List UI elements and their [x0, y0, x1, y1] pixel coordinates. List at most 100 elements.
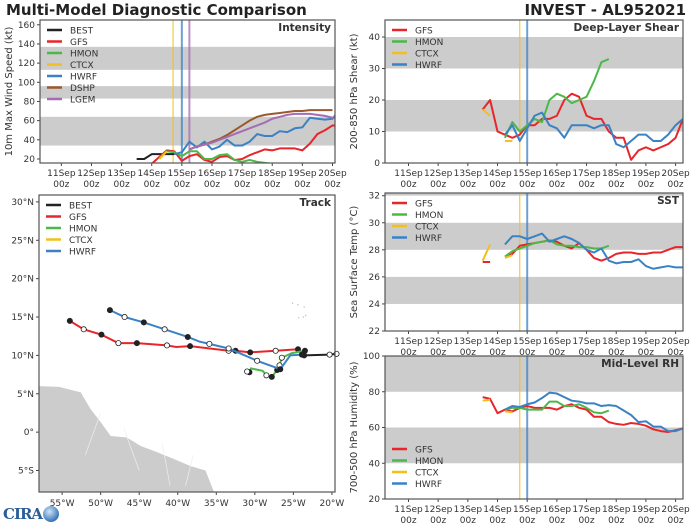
x-tick-label-date: 13Sep: [454, 505, 483, 515]
x-tick-label-hour: 00z: [53, 180, 69, 190]
track-position-marker: [106, 307, 113, 314]
series-line-hwrf: [504, 391, 683, 433]
x-tick-label-date: 20Sep: [661, 169, 690, 179]
legend-item-hwrf: HWRF: [392, 234, 442, 244]
legend-label: GFS: [415, 446, 433, 456]
plot-frame: [384, 192, 684, 332]
x-tick-label-hour: 00z: [608, 180, 624, 190]
panel-label: Deep-Layer Shear: [573, 22, 679, 34]
x-tick-label-hour: 00z: [549, 180, 565, 190]
x-tick-label-date: 18Sep: [602, 169, 631, 179]
legend-item-best: BEST: [47, 27, 94, 37]
plot-frame: [39, 19, 336, 164]
x-tick-label-hour: 00z: [667, 516, 683, 525]
track-panel: 55°W 50°W 45°W 40°W 35°W 30°W 25°W 20°W 5°S 0° 5°N…: [11, 194, 344, 509]
x-tick-label-date: 12Sep: [424, 169, 453, 179]
shaded-band: [40, 46, 335, 70]
series-line-gfs: [481, 92, 683, 161]
series-line-hwrf: [174, 113, 335, 156]
x-tick-label-date: 17Sep: [572, 505, 601, 515]
x-tick-label-hour: 00z: [667, 180, 683, 190]
legend-label: CTCX: [69, 236, 93, 246]
track-position-marker: [140, 319, 147, 326]
track-position-marker: [326, 351, 333, 358]
legend-item-gfs: GFS: [392, 446, 433, 456]
cape-verde-island: [291, 302, 294, 304]
legend-item-ctcx: CTCX: [47, 61, 94, 71]
x-tick-label-hour: 00z: [460, 516, 476, 525]
x-tick-label-hour: 00z: [578, 180, 594, 190]
x-tick-label: 55°W: [50, 499, 75, 509]
legend-item-hwrf: HWRF: [46, 248, 96, 258]
y-tick-label: 140: [18, 40, 35, 50]
x-tick-label-hour: 00z: [400, 348, 416, 358]
x-tick-label-date: 19Sep: [632, 169, 661, 179]
x-tick-label-date: 11Sep: [394, 169, 423, 179]
x-tick-label-date: 15Sep: [513, 337, 542, 347]
legend-label: HWRF: [415, 234, 442, 244]
legend-label: GFS: [70, 38, 88, 48]
x-tick-label-hour: 00z: [638, 516, 654, 525]
series-line-hmon: [504, 400, 610, 415]
x-tick-label: 50°W: [88, 499, 113, 509]
x-tick-label-hour: 00z: [489, 516, 505, 525]
legend-item-ctcx: CTCX: [392, 223, 439, 233]
x-tick-label-hour: 00z: [489, 348, 505, 358]
series-line-gfs: [482, 396, 683, 433]
legend-label: CTCX: [415, 223, 439, 233]
y-tick-label: 26: [369, 273, 381, 283]
x-tick-label-hour: 00z: [294, 180, 310, 190]
shaded-band: [40, 86, 335, 99]
x-tick-label-hour: 00z: [608, 348, 624, 358]
x-tick-label-date: 14Sep: [483, 169, 512, 179]
legend-label: GFS: [69, 213, 87, 223]
cape-verde-island: [297, 304, 299, 306]
track-position-marker: [80, 326, 87, 333]
legend-label: HWRF: [415, 61, 442, 71]
track-position-marker: [247, 349, 254, 356]
y-tick-label: 0°: [24, 428, 34, 438]
x-tick-label-date: 14Sep: [483, 505, 512, 515]
x-tick-label-date: 20Sep: [318, 169, 347, 179]
y-tick-label: 40: [369, 33, 381, 43]
cira-logo: CIRA: [3, 505, 60, 523]
x-tick-label-hour: 00z: [234, 180, 250, 190]
globe-icon: [43, 506, 60, 522]
x-tick-label: 45°W: [127, 499, 152, 509]
cape-verde-island: [305, 314, 307, 317]
legend-item-hmon: HMON: [47, 50, 98, 60]
legend-item-dshp: DSHP: [47, 84, 95, 94]
legend-item-gfs: GFS: [46, 213, 87, 223]
y-tick-label: 22: [369, 327, 380, 337]
shaded-band: [385, 193, 683, 196]
y-tick-label: 30: [369, 65, 381, 75]
x-tick-label-date: 16Sep: [198, 169, 227, 179]
y-tick-label: 20: [24, 155, 36, 165]
legend-item-gfs: GFS: [47, 38, 88, 48]
x-tick-label-date: 11Sep: [394, 505, 423, 515]
plot-frame: [384, 355, 684, 500]
x-tick-label-date: 20Sep: [661, 505, 690, 515]
series-line-hmon: [504, 58, 610, 139]
track-position-marker: [268, 373, 275, 380]
track-position-marker: [277, 366, 284, 373]
y-tick-label: 20: [369, 96, 381, 106]
river-line: [123, 428, 140, 471]
plot-frame: [384, 19, 684, 164]
y-tick-label: 40: [369, 459, 381, 469]
series-line-ctcx: [481, 243, 492, 262]
x-tick-label-date: 17Sep: [572, 337, 601, 347]
track-position-marker: [298, 351, 305, 358]
x-tick-label-date: 20Sep: [661, 337, 690, 347]
x-tick-label-hour: 00z: [430, 516, 446, 525]
y-axis-label: 10m Max Wind Speed (kt): [4, 26, 15, 156]
y-tick-label: 5°S: [18, 467, 34, 477]
cape-verde-island: [298, 317, 300, 319]
legend-label: HWRF: [70, 73, 97, 83]
track-position-marker: [187, 343, 194, 350]
legend-item-gfs: GFS: [392, 27, 433, 37]
x-tick-label-date: 13Sep: [454, 169, 483, 179]
x-tick-label-date: 15Sep: [168, 169, 197, 179]
track-position-marker: [98, 331, 105, 338]
track-position-marker: [244, 368, 251, 375]
